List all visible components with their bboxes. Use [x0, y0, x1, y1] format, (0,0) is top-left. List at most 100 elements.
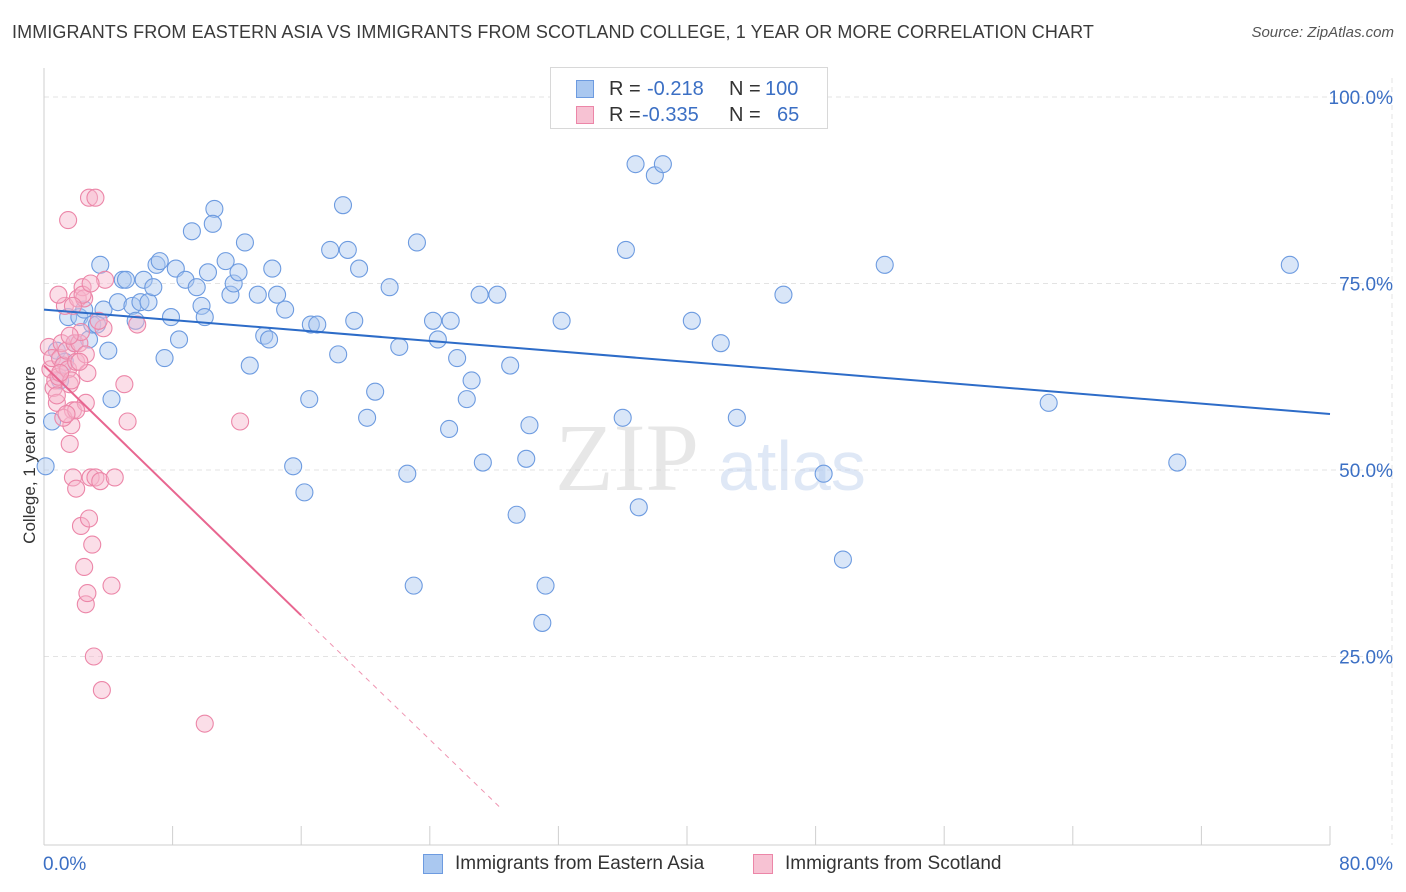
- point-eastern-asia: [321, 240, 340, 259]
- point-eastern-asia: [187, 278, 206, 297]
- point-eastern-asia: [329, 345, 348, 364]
- point-scotland: [86, 188, 105, 207]
- legend-label: Immigrants from Scotland: [785, 853, 1002, 874]
- grid-lines: [44, 78, 1393, 845]
- point-eastern-asia: [629, 498, 648, 517]
- point-scotland: [71, 322, 91, 342]
- y-tick-label: 75.0%: [1339, 275, 1393, 296]
- point-eastern-asia: [552, 311, 571, 330]
- point-eastern-asia: [150, 252, 169, 271]
- point-eastern-asia: [517, 449, 536, 468]
- point-eastern-asia: [358, 408, 377, 427]
- point-scotland: [76, 393, 95, 412]
- point-eastern-asia: [284, 457, 303, 476]
- point-scotland: [105, 468, 124, 487]
- point-eastern-asia: [1039, 393, 1058, 412]
- point-eastern-asia: [653, 155, 672, 174]
- point-scotland: [84, 647, 103, 666]
- trend-line-scotland: [43, 364, 302, 617]
- point-eastern-asia: [300, 390, 319, 409]
- point-eastern-asia: [203, 214, 222, 233]
- point-scotland: [63, 468, 82, 487]
- point-scotland: [78, 584, 97, 603]
- point-eastern-asia: [398, 464, 417, 483]
- point-eastern-asia: [428, 330, 447, 349]
- point-scotland: [79, 188, 99, 207]
- point-eastern-asia: [276, 300, 295, 319]
- point-scotland: [62, 371, 81, 390]
- point-eastern-asia: [626, 155, 645, 174]
- point-scotland: [51, 363, 70, 383]
- point-eastern-asia: [727, 408, 746, 427]
- point-scotland: [91, 472, 110, 491]
- point-eastern-asia: [536, 576, 555, 595]
- n-label: N =: [729, 104, 761, 126]
- point-eastern-asia: [404, 576, 423, 595]
- point-eastern-asia: [221, 285, 240, 304]
- watermark-atlas: atlas: [718, 427, 866, 505]
- point-eastern-asia: [613, 408, 632, 427]
- point-scotland: [89, 311, 108, 330]
- point-eastern-asia: [488, 285, 507, 304]
- point-eastern-asia: [616, 240, 635, 259]
- x-tick-label-min: 0.0%: [43, 854, 86, 875]
- point-eastern-asia: [99, 341, 118, 360]
- blue-swatch-icon: [423, 854, 443, 874]
- point-eastern-asia: [470, 285, 489, 304]
- axes: [43, 68, 1331, 846]
- point-eastern-asia: [216, 252, 235, 271]
- point-eastern-asia: [457, 390, 476, 409]
- point-eastern-asia: [263, 259, 282, 278]
- point-eastern-asia: [301, 315, 320, 334]
- point-eastern-asia: [240, 356, 259, 375]
- point-eastern-asia: [116, 270, 136, 289]
- point-scotland: [76, 345, 95, 364]
- trend-line-eastern-asia: [43, 308, 1331, 416]
- point-scotland: [96, 270, 115, 289]
- point-scotland: [128, 315, 147, 334]
- point-eastern-asia: [224, 274, 243, 293]
- point-eastern-asia: [423, 311, 443, 330]
- point-eastern-asia: [295, 483, 314, 502]
- point-scotland: [70, 352, 89, 371]
- point-eastern-asia: [198, 263, 218, 282]
- series-eastern-asia: [36, 155, 1299, 632]
- point-eastern-asia: [682, 311, 701, 330]
- chart-title: IMMIGRANTS FROM EASTERN ASIA VS IMMIGRAN…: [12, 22, 1094, 42]
- point-eastern-asia: [169, 330, 189, 349]
- series-scotland: [39, 188, 250, 733]
- y-axis-label: College, 1 year or more: [20, 366, 39, 544]
- point-eastern-asia: [268, 285, 287, 304]
- point-eastern-asia: [366, 382, 385, 401]
- y-tick-label: 50.0%: [1339, 461, 1393, 482]
- blue-swatch-icon: [576, 80, 594, 98]
- y-tick-label: 100.0%: [1329, 88, 1394, 109]
- point-eastern-asia: [308, 315, 327, 334]
- point-eastern-asia: [520, 416, 539, 435]
- point-eastern-asia: [875, 255, 894, 274]
- r-value: -0.218: [647, 78, 704, 100]
- point-scotland: [47, 386, 66, 405]
- r-label: R =: [609, 78, 641, 100]
- n-value: 65: [777, 104, 800, 126]
- point-scotland: [67, 479, 86, 498]
- point-scotland: [102, 576, 121, 595]
- point-eastern-asia: [407, 233, 426, 252]
- pink-swatch-icon: [753, 854, 773, 874]
- point-eastern-asia: [108, 293, 127, 312]
- point-eastern-asia: [833, 550, 852, 569]
- point-scotland: [195, 714, 214, 733]
- y-tick-label: 25.0%: [1339, 648, 1393, 669]
- point-eastern-asia: [36, 457, 55, 476]
- point-eastern-asia: [259, 330, 279, 349]
- pink-swatch-icon: [576, 106, 594, 124]
- point-eastern-asia: [1168, 453, 1187, 472]
- n-label: N =: [729, 78, 761, 100]
- source-credit: Source: ZipAtlas.com: [1251, 24, 1394, 41]
- point-eastern-asia: [533, 613, 552, 632]
- point-scotland: [70, 334, 89, 353]
- x-tick-label-max: 80.0%: [1339, 854, 1393, 875]
- point-eastern-asia: [248, 285, 267, 304]
- point-eastern-asia: [134, 270, 153, 289]
